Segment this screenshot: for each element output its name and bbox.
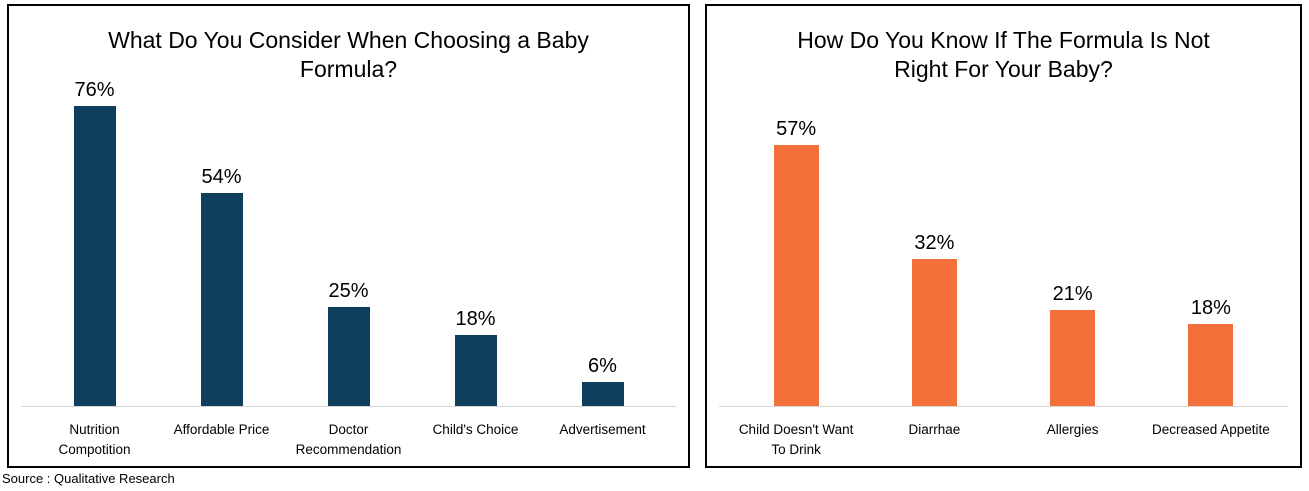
category-axis-labels: Child Doesn't Want To Drink Diarrhae Allerg… [719,407,1288,466]
bar-value-label: 25% [328,280,369,302]
chart-panel-formula-not-right: How Do You Know If The Formula Is Not Ri… [705,4,1302,468]
category-label-nutrition-compotition: Nutrition Compotition [31,420,158,466]
category-label-line: Allergies [1046,422,1099,437]
bar-value-label: 32% [914,232,955,254]
bar-advertisement [581,382,624,406]
category-label-line: Diarrhae [908,422,961,437]
bar-column: 18% [412,307,539,406]
category-label-line: Advertisement [559,422,646,437]
category-label-affordable-price: Affordable Price [158,420,285,466]
bar-affordable-price [200,193,243,406]
bar-value-label: 18% [1190,297,1231,319]
bar-child-s-choice [454,335,497,406]
bar-allergies [1050,310,1096,406]
plot-area: 57% 32% 21% 18% [719,62,1288,407]
chart-title: How Do You Know If The Formula Is Not Ri… [717,26,1290,84]
bar-value-label: 18% [455,308,496,330]
chart-title-line: What Do You Consider When Choosing a Bab… [108,27,589,53]
category-label-diarrhae: Diarrhae [865,420,1003,466]
bar-column: 18% [1142,296,1280,406]
category-label-child-doesn-t-want-to-drink: Child Doesn't Want To Drink [727,420,865,466]
chart-title: What Do You Consider When Choosing a Bab… [19,26,678,84]
category-axis-labels: Nutrition Compotition Affordable Price Doct… [21,407,676,466]
bar-value-label: 76% [74,79,115,101]
bar-value-label: 57% [776,118,817,140]
category-label-line: Decreased Appetite [1151,422,1270,437]
chart-title-line: Right For Your Baby? [894,56,1113,82]
bar-diarrhae [911,259,957,406]
category-label-line: To Drink [771,442,821,457]
chart-title-line: How Do You Know If The Formula Is Not [797,27,1210,53]
category-label-doctor-recommendation: Doctor Recommendation [285,420,412,466]
bar-child-doesn-t-want-to-drink [773,145,819,406]
chart-panel-choosing-formula: What Do You Consider When Choosing a Bab… [7,4,690,468]
bar-value-label: 21% [1052,283,1093,305]
category-label-line: Affordable Price [173,422,270,437]
source-note: Source : Qualitative Research [2,471,175,486]
bar-doctor-recommendation [327,307,370,406]
bar-column: 57% [727,117,865,406]
category-label-line: Compotition [58,442,131,457]
bar-column: 6% [539,354,666,406]
category-label-decreased-appetite: Decreased Appetite [1142,420,1280,466]
bar-column: 25% [285,279,412,406]
bar-column: 76% [31,78,158,406]
chart-title-line: Formula? [299,56,398,82]
category-label-line: Doctor [328,422,369,437]
category-label-line: Nutrition [69,422,120,437]
bar-column: 21% [1004,282,1142,406]
category-label-line: Recommendation [295,442,402,457]
category-label-line: Child Doesn't Want [738,422,854,437]
bar-nutrition-compotition [73,106,116,406]
bar-column: 32% [865,231,1003,406]
plot-area: 76% 54% 25% 18% 6% [21,62,676,407]
category-label-allergies: Allergies [1004,420,1142,466]
bar-decreased-appetite [1188,324,1234,406]
category-label-child-s-choice: Child's Choice [412,420,539,466]
category-label-line: Child's Choice [432,422,519,437]
category-label-advertisement: Advertisement [539,420,666,466]
bar-value-label: 6% [588,355,617,377]
bar-column: 54% [158,165,285,406]
bar-value-label: 54% [201,166,242,188]
